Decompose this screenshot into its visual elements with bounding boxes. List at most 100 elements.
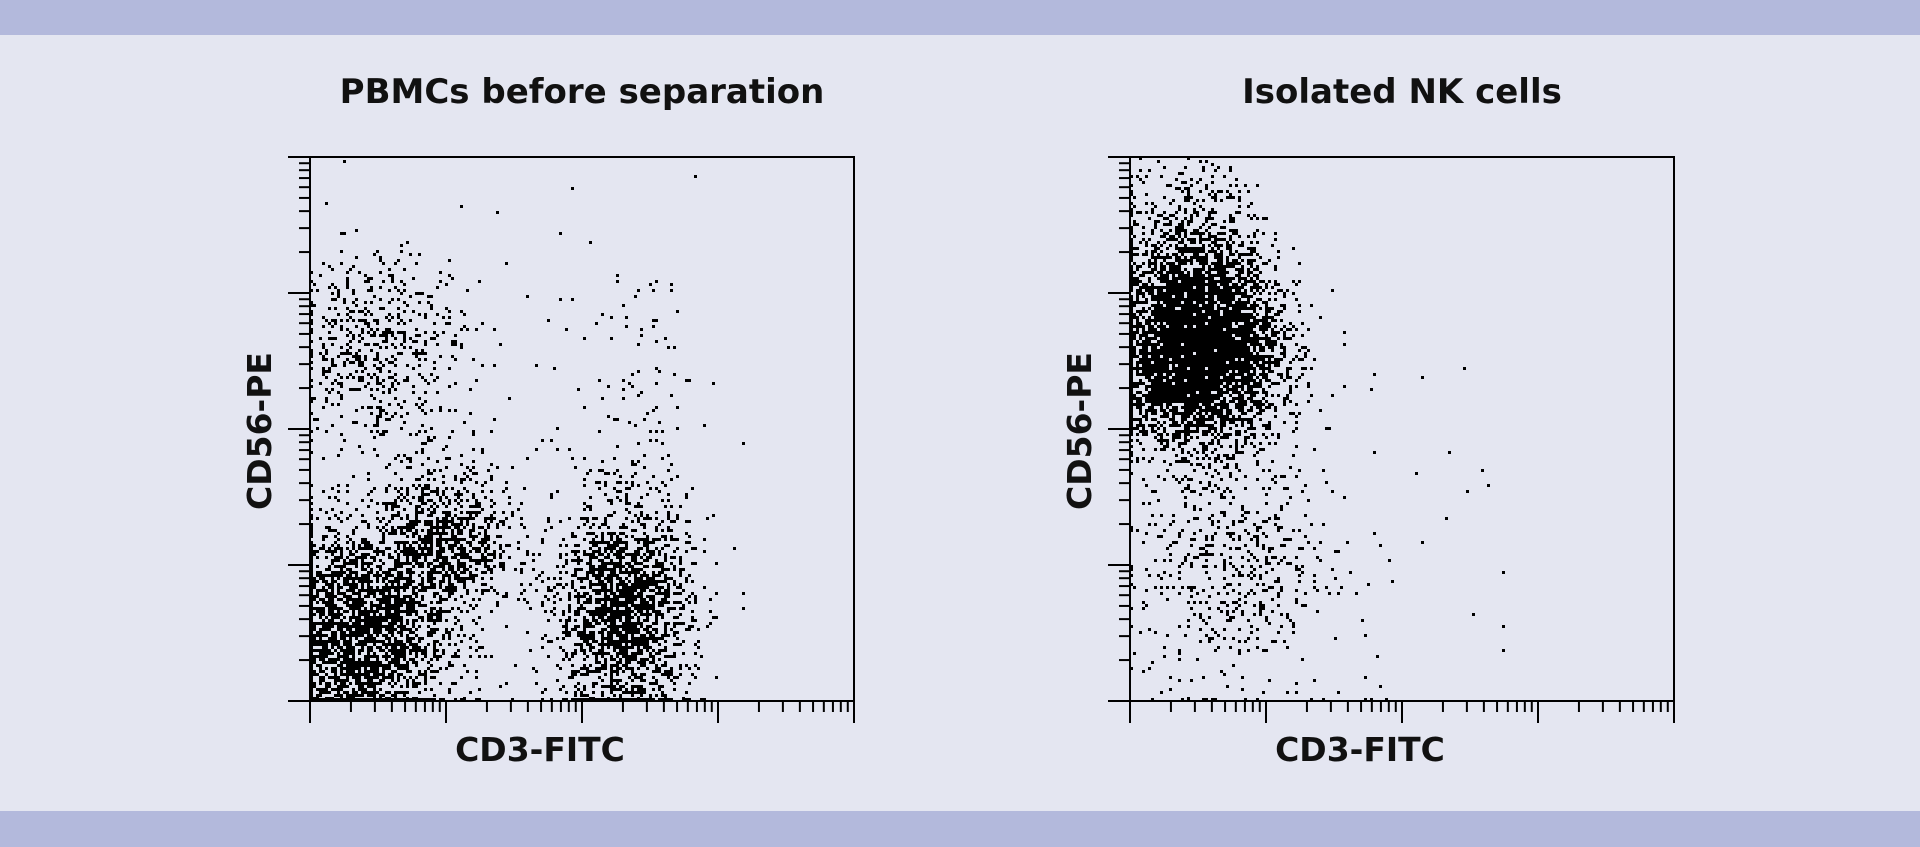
event-dot [337, 685, 340, 688]
event-dot [598, 649, 601, 652]
event-dot [688, 535, 691, 538]
event-dot [655, 610, 658, 613]
event-dot [475, 514, 478, 517]
event-dot [601, 628, 604, 631]
event-dot [598, 613, 601, 616]
event-dot [391, 622, 394, 625]
event-dot [424, 652, 427, 655]
event-dot [310, 361, 313, 364]
event-dot [595, 481, 598, 484]
event-dot [589, 559, 592, 562]
event-dot [448, 691, 451, 694]
event-dot [1157, 343, 1160, 346]
event-dot [1202, 355, 1205, 358]
scatter-panel-nk: Isolated NK cells CD3-FITC CD56-PE [992, 0, 1812, 811]
event-dot [340, 574, 343, 577]
event-dot [625, 541, 628, 544]
event-dot [316, 565, 319, 568]
event-dot [376, 586, 379, 589]
event-dot [409, 337, 412, 340]
event-dot [655, 667, 658, 670]
event-dot [1154, 310, 1157, 313]
event-dot [1229, 292, 1232, 295]
event-dot [637, 580, 640, 583]
event-dot [1268, 427, 1271, 430]
event-dot [1139, 352, 1142, 355]
event-dot [388, 301, 391, 304]
event-dot [439, 610, 442, 613]
event-dot [628, 598, 631, 601]
event-dot [310, 691, 313, 694]
event-dot [379, 565, 382, 568]
event-dot [343, 571, 346, 574]
event-dot [406, 637, 409, 640]
event-dot [499, 544, 502, 547]
event-dot [661, 520, 664, 523]
event-dot [451, 517, 454, 520]
event-dot [310, 322, 313, 325]
event-dot [649, 589, 652, 592]
event-dot [1262, 331, 1265, 334]
event-dot [1241, 334, 1244, 337]
event-dot [328, 286, 331, 289]
event-dot [1226, 406, 1229, 409]
event-dot [598, 676, 601, 679]
event-dot [340, 613, 343, 616]
event-dot [610, 682, 613, 685]
event-dot [436, 523, 439, 526]
event-dot [328, 592, 331, 595]
event-dot [646, 586, 649, 589]
event-dot [592, 670, 595, 673]
event-dot [367, 652, 370, 655]
event-dot [340, 637, 343, 640]
event-dot [1130, 373, 1133, 376]
event-dot [337, 373, 340, 376]
event-dot [385, 691, 388, 694]
event-dot [1166, 280, 1169, 283]
event-dot [598, 610, 601, 613]
event-dot [400, 631, 403, 634]
event-dot [445, 457, 448, 460]
event-dot [1160, 340, 1163, 343]
event-dot [544, 634, 547, 637]
event-dot [415, 328, 418, 331]
event-dot [469, 541, 472, 544]
event-dot [382, 571, 385, 574]
event-dot [370, 430, 373, 433]
event-dot [586, 574, 589, 577]
event-dot [1202, 358, 1205, 361]
event-dot [664, 670, 667, 673]
event-dot [1169, 334, 1172, 337]
event-dot [1166, 412, 1169, 415]
event-dot [397, 586, 400, 589]
event-dot [424, 487, 427, 490]
event-dot [664, 568, 667, 571]
event-dot [433, 628, 436, 631]
event-dot [1202, 421, 1205, 424]
event-dot [457, 634, 460, 637]
event-dot [1262, 289, 1265, 292]
event-dot [346, 517, 349, 520]
event-dot [349, 577, 352, 580]
event-dot [409, 610, 412, 613]
event-dot [439, 532, 442, 535]
event-dot [688, 667, 691, 670]
event-dot [1151, 325, 1154, 328]
event-dot [631, 592, 634, 595]
event-dot [610, 673, 613, 676]
event-dot [379, 664, 382, 667]
event-dot [1226, 343, 1229, 346]
event-dot [1130, 388, 1133, 391]
event-dot [622, 388, 625, 391]
event-dot [532, 559, 535, 562]
event-dot [679, 586, 682, 589]
event-dot [334, 607, 337, 610]
event-dot [670, 478, 673, 481]
event-dot [367, 382, 370, 385]
event-dot [607, 610, 610, 613]
event-dot [652, 655, 655, 658]
event-dot [352, 688, 355, 691]
event-dot [1271, 355, 1274, 358]
event-dot [442, 529, 445, 532]
event-dot [394, 649, 397, 652]
